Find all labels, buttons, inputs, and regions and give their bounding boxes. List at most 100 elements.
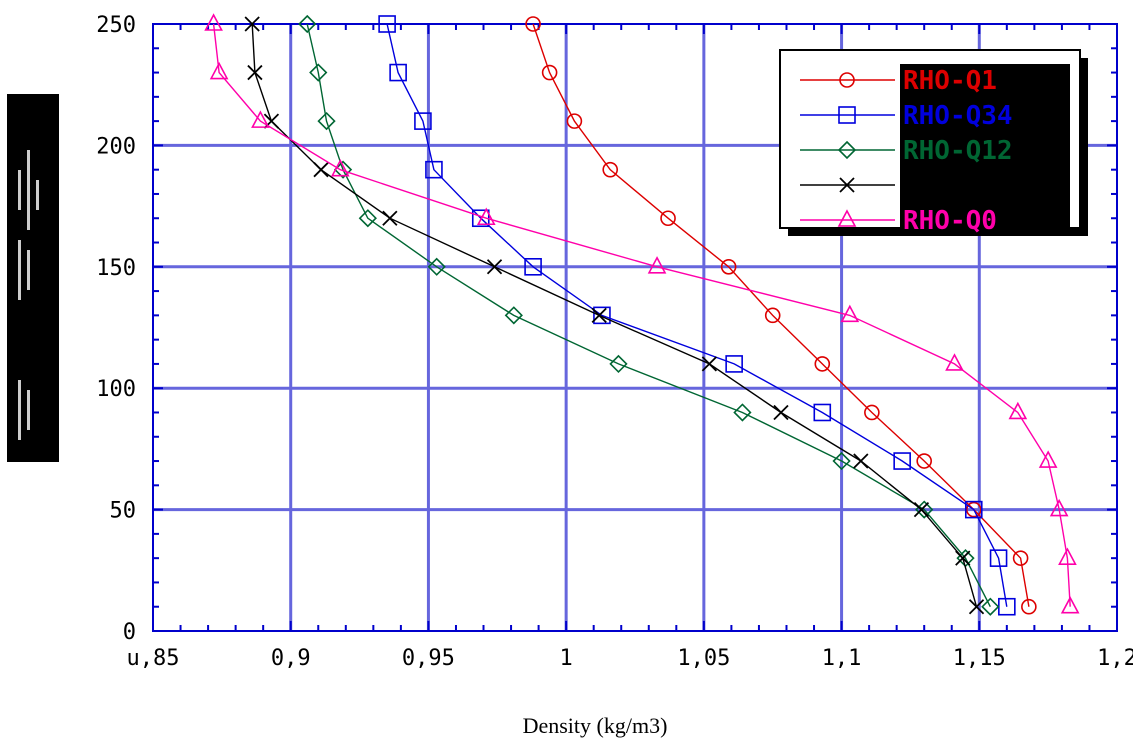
data-point — [998, 597, 1016, 616]
series-3 — [298, 14, 1000, 616]
legend-marker — [839, 177, 855, 193]
x-tick-labels: u,85 0,9 0,95 1 1,05 1,1 1,15 1,2 — [127, 646, 1133, 671]
data-point — [566, 113, 583, 129]
marker-stroke — [773, 404, 789, 421]
axes — [152, 23, 1118, 632]
data-point — [209, 61, 229, 80]
data-point — [832, 451, 851, 471]
data-point — [1049, 498, 1069, 517]
x-tick-label: 1,1 — [822, 646, 862, 671]
legend-marker — [837, 209, 857, 227]
data-point — [591, 307, 607, 323]
marker-stroke — [247, 64, 263, 81]
data-point — [247, 64, 263, 81]
series-5 — [204, 13, 1080, 614]
marker-stroke — [968, 599, 985, 615]
y-axis-title-block — [7, 94, 59, 462]
data-point — [1038, 450, 1058, 468]
series-line — [306, 23, 991, 608]
data-point — [504, 306, 523, 325]
marker-stroke — [591, 307, 607, 323]
series-4 — [244, 16, 985, 615]
data-point — [525, 16, 541, 32]
series-line — [386, 23, 1008, 607]
marker-stroke — [244, 16, 260, 32]
data-point — [313, 162, 329, 178]
data-point — [720, 258, 737, 275]
data-point — [733, 403, 752, 422]
plot-frame — [152, 23, 1118, 632]
data-point — [725, 355, 743, 373]
data-point — [773, 404, 789, 421]
legend-entry: RHO-Q0 — [800, 206, 997, 236]
data-point — [1060, 596, 1080, 614]
data-point — [427, 257, 446, 276]
data-point — [330, 158, 350, 177]
data-point — [541, 64, 558, 81]
marker-stroke — [853, 453, 869, 469]
x-tick-label: 1,2 — [1097, 646, 1133, 671]
data-point — [945, 353, 964, 371]
marker-stroke — [486, 259, 503, 275]
legend-marker — [839, 72, 855, 88]
data-point — [263, 113, 280, 129]
y-tick-labels: 0 50 100 150 200 250 — [96, 13, 136, 645]
data-point — [813, 403, 832, 422]
marker-stroke — [701, 356, 718, 372]
marker-stroke — [839, 177, 855, 193]
data-point — [1058, 547, 1077, 565]
data-point — [965, 501, 982, 518]
legend-marker — [837, 140, 857, 160]
x-axis-title: Density (kg/m3) — [523, 713, 668, 738]
data-point — [660, 210, 676, 227]
data-point — [602, 161, 619, 178]
legend-label: RHO-Q1 — [903, 66, 997, 96]
data-point — [425, 160, 443, 179]
y-tick-label: 100 — [96, 377, 136, 402]
data-point — [298, 14, 317, 34]
data-point — [524, 257, 542, 276]
data-point — [964, 500, 983, 519]
data-point — [486, 259, 503, 275]
data-point — [358, 209, 377, 228]
data-point — [989, 549, 1008, 567]
data-point — [414, 112, 432, 130]
data-point — [981, 597, 1000, 616]
data-point — [309, 63, 328, 82]
y-tick-label: 0 — [123, 620, 136, 645]
x-tick-label: 1,05 — [677, 646, 730, 671]
data-point — [647, 256, 667, 274]
data-point — [955, 550, 971, 566]
data-point — [814, 356, 831, 372]
data-point — [1021, 598, 1037, 615]
legend-label: RHO-Q0 — [903, 206, 997, 236]
series-layer — [204, 13, 1080, 616]
data-point — [853, 453, 869, 469]
legend-entry — [800, 177, 895, 193]
data-point — [916, 453, 933, 469]
marker-stroke — [382, 210, 398, 226]
data-point — [476, 207, 496, 226]
data-point — [317, 111, 336, 131]
legend-entry: RHO-Q34 — [800, 101, 1013, 131]
x-tick-label: 0,95 — [402, 646, 455, 671]
series-line — [212, 23, 1071, 607]
legend: RHO-Q1 RHO-Q34 RHO-Q12 RHO-Q0 — [779, 49, 1088, 236]
data-point — [913, 501, 930, 518]
legend-label: RHO-Q34 — [903, 101, 1013, 131]
y-tick-label: 50 — [110, 499, 137, 524]
marker-stroke — [313, 162, 329, 178]
data-point — [1008, 401, 1028, 420]
data-point — [389, 63, 407, 82]
data-point — [609, 354, 628, 374]
x-tick-label: 1,15 — [953, 646, 1006, 671]
legend-label: RHO-Q12 — [903, 136, 1013, 166]
y-tick-label: 150 — [96, 256, 136, 281]
x-tick-label: 0,9 — [271, 646, 311, 671]
x-tick-label: u,85 — [127, 646, 180, 671]
legend-marker — [838, 106, 856, 124]
y-tick-label: 200 — [96, 134, 136, 159]
data-point — [840, 304, 860, 323]
y-tick-label: 250 — [96, 13, 136, 38]
data-point — [378, 15, 396, 33]
